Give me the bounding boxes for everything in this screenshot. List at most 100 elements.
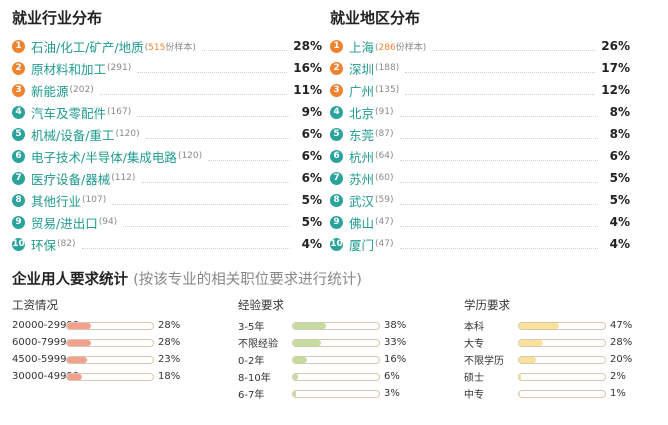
rank-item-count: (107) bbox=[82, 195, 107, 205]
rank-item-percent: 11% bbox=[293, 83, 322, 97]
stat-percent: 38% bbox=[384, 320, 407, 331]
rank-item-count: (82) bbox=[57, 239, 76, 249]
stat-label: 不限经验 bbox=[238, 339, 278, 350]
rank-number-badge: 8 bbox=[330, 193, 343, 207]
rank-item-name[interactable]: 石油/化工/矿产/地质 bbox=[31, 39, 144, 55]
rank-item-count: (64) bbox=[375, 151, 394, 161]
rank-row[interactable]: 9 贸易/进出口 (94) 5% bbox=[12, 211, 322, 233]
rank-item-count: (202) bbox=[69, 85, 94, 95]
rank-item-count: (112) bbox=[111, 173, 136, 183]
rank-row[interactable]: 8 武汉 (59) 5% bbox=[330, 189, 630, 211]
dotted-leader bbox=[399, 203, 598, 205]
stat-label: 不限学历 bbox=[464, 356, 504, 367]
stat-percent: 28% bbox=[158, 337, 181, 348]
stat-label: 6-7年 bbox=[238, 390, 265, 401]
industry-title: 就业行业分布 bbox=[12, 9, 103, 27]
stat-bar-fill bbox=[67, 356, 87, 363]
rank-row[interactable]: 1 上海 (286份样本) 26% bbox=[330, 35, 630, 57]
stat-bar-track bbox=[66, 321, 154, 330]
stat-percent: 18% bbox=[158, 371, 181, 382]
rank-item-count: (515份样本) bbox=[144, 42, 196, 53]
stats-title-main: 企业用人要求统计 bbox=[12, 272, 128, 288]
rank-number-badge: 2 bbox=[330, 61, 343, 75]
rank-row[interactable]: 1 石油/化工/矿产/地质 (515份样本) 28% bbox=[12, 35, 322, 57]
rank-item-percent: 16% bbox=[293, 61, 322, 75]
stat-label: 0-2年 bbox=[238, 356, 265, 367]
rank-item-name[interactable]: 电子技术/半导体/集成电路 bbox=[31, 149, 177, 165]
rank-row[interactable]: 5 机械/设备/重工 (120) 6% bbox=[12, 123, 322, 145]
region-distribution: 就业地区分布 1 上海 (286份样本) 26% 2 深圳 (188) 17% 3 广州 (135)… bbox=[330, 6, 630, 255]
stat-bar-fill bbox=[519, 339, 544, 346]
stat-row: 4500-5999 23% bbox=[12, 351, 180, 368]
rank-item-name[interactable]: 深圳 bbox=[349, 61, 375, 77]
rank-item-name[interactable]: 东莞 bbox=[349, 127, 375, 143]
stat-row: 30000-49999 18% bbox=[12, 368, 180, 385]
stat-percent: 2% bbox=[610, 371, 626, 382]
rank-item-name[interactable]: 广州 bbox=[349, 83, 375, 99]
stat-percent: 3% bbox=[384, 388, 400, 399]
dotted-leader bbox=[432, 49, 596, 51]
rank-row[interactable]: 4 北京 (91) 8% bbox=[330, 101, 630, 123]
dotted-leader bbox=[399, 181, 598, 183]
rank-item-name[interactable]: 杭州 bbox=[349, 149, 375, 165]
rank-item-name[interactable]: 环保 bbox=[31, 237, 57, 253]
rank-number-badge: 3 bbox=[12, 83, 25, 97]
rank-item-percent: 4% bbox=[609, 237, 630, 251]
stat-percent: 33% bbox=[384, 337, 407, 348]
stat-bar-fill bbox=[293, 373, 299, 380]
rank-item-name[interactable]: 佛山 bbox=[349, 215, 375, 231]
rank-item-name[interactable]: 北京 bbox=[349, 105, 375, 121]
rank-item-name[interactable]: 机械/设备/重工 bbox=[31, 127, 115, 143]
rank-item-name[interactable]: 武汉 bbox=[349, 193, 375, 209]
stat-percent: 20% bbox=[610, 354, 633, 365]
stats-title: 企业用人要求统计 (按该专业的相关职位要求进行统计) bbox=[12, 268, 362, 289]
stat-label: 6000-7999 bbox=[12, 337, 67, 348]
rank-row[interactable]: 6 电子技术/半导体/集成电路 (120) 6% bbox=[12, 145, 322, 167]
stat-bar-track bbox=[518, 355, 606, 364]
rank-row[interactable]: 4 汽车及零配件 (167) 9% bbox=[12, 101, 322, 123]
rank-row[interactable]: 5 东莞 (87) 8% bbox=[330, 123, 630, 145]
salary-list: 20000-29999 28% 6000-7999 28% 4500-5999 23% 30… bbox=[12, 317, 180, 385]
stat-row: 大专 28% bbox=[464, 334, 632, 351]
rank-item-count: (87) bbox=[375, 129, 394, 139]
rank-row[interactable]: 2 原材料和加工 (291) 16% bbox=[12, 57, 322, 79]
stat-bar-fill bbox=[293, 356, 307, 363]
stat-row: 不限经验 33% bbox=[238, 334, 406, 351]
rank-item-name[interactable]: 上海 bbox=[349, 39, 375, 55]
rank-item-name[interactable]: 原材料和加工 bbox=[31, 61, 107, 77]
rank-item-percent: 6% bbox=[301, 149, 322, 163]
rank-row[interactable]: 3 新能源 (202) 11% bbox=[12, 79, 322, 101]
rank-row[interactable]: 3 广州 (135) 12% bbox=[330, 79, 630, 101]
industry-list: 1 石油/化工/矿产/地质 (515份样本) 28% 2 原材料和加工 (291) 16% 3 新… bbox=[12, 35, 322, 255]
rank-item-name[interactable]: 苏州 bbox=[349, 171, 375, 187]
rank-item-count: (188) bbox=[375, 63, 400, 73]
rank-item-name[interactable]: 汽车及零配件 bbox=[31, 105, 107, 121]
rank-item-percent: 5% bbox=[301, 215, 322, 229]
rank-item-name[interactable]: 贸易/进出口 bbox=[31, 215, 98, 231]
rank-row[interactable]: 10 厦门 (47) 4% bbox=[330, 233, 630, 255]
rank-item-name[interactable]: 新能源 bbox=[31, 83, 69, 99]
rank-item-name[interactable]: 医疗设备/器械 bbox=[31, 171, 111, 187]
stat-percent: 23% bbox=[158, 354, 181, 365]
rank-row[interactable]: 6 杭州 (64) 6% bbox=[330, 145, 630, 167]
rank-row[interactable]: 9 佛山 (47) 4% bbox=[330, 211, 630, 233]
rank-item-count: (120) bbox=[115, 129, 140, 139]
stat-bar-track bbox=[66, 355, 154, 364]
dotted-leader bbox=[399, 225, 598, 227]
rank-item-name[interactable]: 厦门 bbox=[349, 237, 375, 253]
rank-row[interactable]: 8 其他行业 (107) 5% bbox=[12, 189, 322, 211]
rank-item-percent: 28% bbox=[293, 39, 322, 53]
rank-item-name[interactable]: 其他行业 bbox=[31, 193, 82, 209]
dotted-leader bbox=[399, 159, 598, 161]
rank-row[interactable]: 7 苏州 (60) 5% bbox=[330, 167, 630, 189]
stat-row: 8-10年 6% bbox=[238, 368, 406, 385]
rank-row[interactable]: 2 深圳 (188) 17% bbox=[330, 57, 630, 79]
stat-label: 大专 bbox=[464, 339, 484, 350]
stat-row: 6000-7999 28% bbox=[12, 334, 180, 351]
rank-item-percent: 6% bbox=[301, 171, 322, 185]
industry-distribution: 就业行业分布 1 石油/化工/矿产/地质 (515份样本) 28% 2 原材料和加工 (29… bbox=[12, 6, 322, 255]
stat-percent: 47% bbox=[610, 320, 633, 331]
stat-percent: 28% bbox=[158, 320, 181, 331]
rank-row[interactable]: 7 医疗设备/器械 (112) 6% bbox=[12, 167, 322, 189]
rank-row[interactable]: 10 环保 (82) 4% bbox=[12, 233, 322, 255]
